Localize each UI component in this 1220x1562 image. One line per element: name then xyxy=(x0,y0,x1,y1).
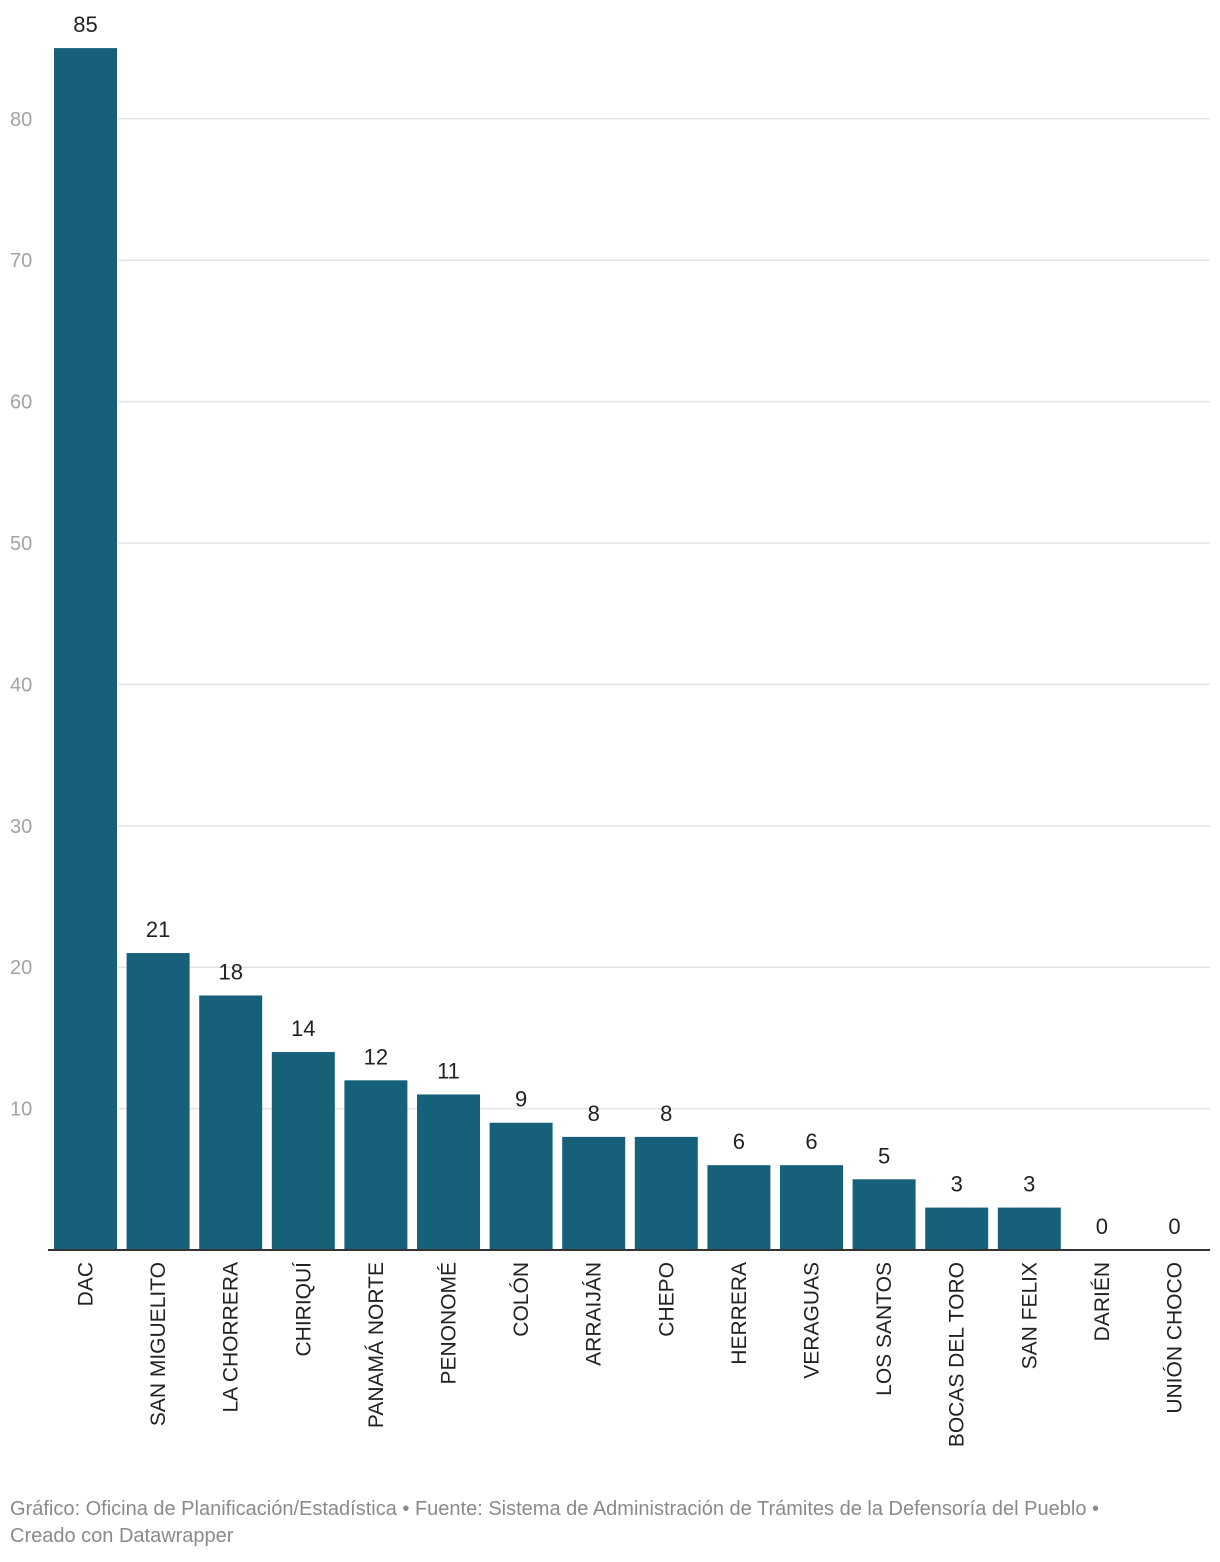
bar-san-miguelito xyxy=(126,953,190,1250)
data-label-penonome: 11 xyxy=(437,1058,460,1083)
bar-los-santos xyxy=(852,1179,916,1250)
data-label-chepo: 8 xyxy=(660,1101,672,1126)
data-label-panama-norte: 12 xyxy=(364,1044,388,1069)
bars xyxy=(54,48,1061,1251)
category-label-darien: DARIÉN xyxy=(1091,1262,1114,1341)
bar-colon xyxy=(489,1122,553,1250)
category-label-bocas-del-toro: BOCAS DEL TORO xyxy=(946,1262,969,1447)
category-label-herrera: HERRERA xyxy=(728,1262,751,1365)
data-label-la-chorrera: 18 xyxy=(218,959,242,984)
bar-dac xyxy=(54,48,117,1251)
data-label-union-choco: 0 xyxy=(1168,1214,1180,1239)
category-label-chiriqui: CHIRIQUÍ xyxy=(292,1262,315,1357)
gridlines xyxy=(118,118,1210,1110)
footer-made-with: Creado con Datawrapper xyxy=(10,1525,234,1547)
data-label-darien: 0 xyxy=(1096,1214,1108,1239)
bar-la-chorrera xyxy=(199,995,263,1250)
y-tick-label: 10 xyxy=(10,1099,32,1121)
y-tick-label: 60 xyxy=(10,392,32,414)
data-labels: 85 21 18 14 12 11 9 8 8 6 6 5 3 3 0 0 xyxy=(73,12,1180,1239)
category-label-veraguas: VERAGUAS xyxy=(801,1262,824,1379)
y-tick-label: 50 xyxy=(10,533,32,555)
data-label-herrera: 6 xyxy=(733,1129,745,1154)
category-label-los-santos: LOS SANTOS xyxy=(873,1262,896,1396)
bar-san-felix xyxy=(997,1207,1061,1250)
category-label-panama-norte: PANAMÁ NORTE xyxy=(365,1262,388,1428)
category-label-penonome: PENONOMÉ xyxy=(438,1262,461,1385)
data-label-san-miguelito: 21 xyxy=(146,917,170,942)
y-tick-label: 40 xyxy=(10,674,32,696)
bar-chepo xyxy=(634,1136,698,1250)
y-axis-ticks: 10 20 30 40 50 60 70 80 xyxy=(10,109,32,1121)
bar-arraijan xyxy=(562,1136,626,1250)
footer-credits: Gráfico: Oficina de Planificación/Estadí… xyxy=(10,1498,1099,1520)
data-label-san-felix: 3 xyxy=(1023,1172,1035,1197)
bar-panama-norte xyxy=(344,1080,408,1250)
data-label-dac: 85 xyxy=(73,12,97,37)
category-label-union-choco: UNIÓN CHOCO xyxy=(1164,1262,1187,1414)
category-label-san-felix: SAN FELIX xyxy=(1018,1262,1041,1369)
y-tick-label: 20 xyxy=(10,957,32,979)
category-label-dac: DAC xyxy=(75,1262,98,1306)
category-label-chepo: CHEPO xyxy=(655,1262,678,1337)
data-label-veraguas: 6 xyxy=(805,1129,817,1154)
category-label-arraijan: ARRAIJÁN xyxy=(583,1262,606,1366)
data-label-colon: 9 xyxy=(515,1087,527,1112)
bar-veraguas xyxy=(780,1165,843,1250)
category-label-san-miguelito: SAN MIGUELITO xyxy=(147,1262,170,1426)
x-axis-categories: DAC SAN MIGUELITO LA CHORRERA CHIRIQUÍ PANAM… xyxy=(75,1262,1187,1447)
category-label-la-chorrera: LA CHORRERA xyxy=(220,1262,243,1413)
bar-chiriqui xyxy=(271,1052,335,1250)
data-label-arraijan: 8 xyxy=(588,1101,600,1126)
y-tick-label: 70 xyxy=(10,250,32,272)
chart-footer: Gráfico: Oficina de Planificación/Estadí… xyxy=(10,1496,1210,1550)
bar-herrera xyxy=(707,1165,771,1250)
category-label-colon: COLÓN xyxy=(510,1262,533,1337)
bar-bocas-del-toro xyxy=(925,1207,989,1250)
bar-penonome xyxy=(417,1094,480,1250)
y-tick-label: 30 xyxy=(10,816,32,838)
data-label-chiriqui: 14 xyxy=(291,1016,315,1041)
data-label-los-santos: 5 xyxy=(878,1143,890,1168)
data-label-bocas-del-toro: 3 xyxy=(951,1172,963,1197)
chart-area: 10 20 30 40 50 60 70 80 85 21 18 14 12 11 9 8 8 6 6 5 3 3 0 0 … xyxy=(10,12,1210,1447)
y-tick-label: 80 xyxy=(10,109,32,131)
